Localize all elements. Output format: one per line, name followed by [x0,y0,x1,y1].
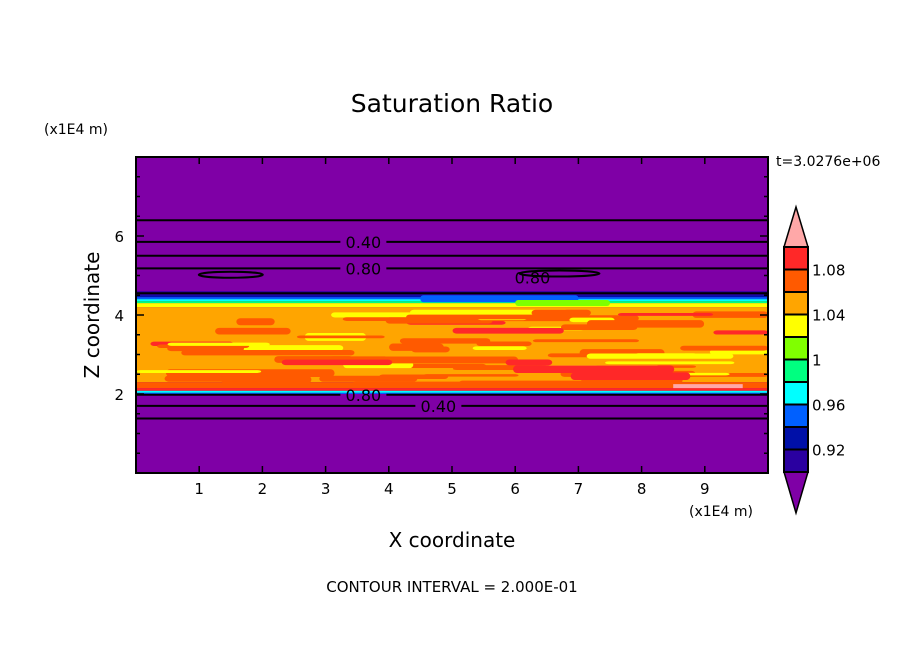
fill-streak [709,349,768,355]
colorbar-label: 1.08 [812,262,845,280]
y-unit-label: (x1E4 m) [44,122,108,138]
colorbar-box [783,336,809,361]
x-tick-label: 9 [700,480,710,498]
x-tick-label: 8 [637,480,647,498]
fill-streak [505,359,553,366]
contour-interval-footer: CONTOUR INTERVAL = 2.000E-01 [326,578,577,596]
colorbar-box [783,313,809,338]
closed-contour [518,269,601,278]
colorbar-box [783,358,809,383]
fill-streak [409,309,570,316]
fill-band [136,390,768,393]
fill-streak [692,311,768,318]
x-tick-label: 2 [258,480,268,498]
plot-area: 0.40 0.80 0.80 0.40 0.80 1 2 3 4 5 6 7 8 9 2 4 6 [114,156,769,498]
colorbar-label: 1 [812,352,822,370]
fill-streak [673,384,743,389]
fill-band [136,392,768,394]
colorbar-box [783,246,809,271]
y-tick-label: 6 [114,228,124,246]
fill-streak [472,346,527,351]
fill-streak [532,339,640,343]
y-tick-label: 2 [114,386,124,404]
fill-streak [352,381,472,387]
y-axis-label: Z coordinate [80,252,104,379]
chart-title: Saturation Ratio [351,89,553,118]
y-tick-label: 4 [114,307,124,325]
fill-streak [634,353,698,358]
fill-streak [617,313,714,316]
x-tick-label: 3 [321,480,331,498]
x-tick-label: 7 [574,480,584,498]
colorbar-label: 0.92 [812,442,845,460]
colorbar: 0.92 0.96 1 1.04 1.08 [782,204,845,516]
colorbar-box [783,268,809,293]
x-tick-label: 5 [447,480,457,498]
fill-streak [181,349,355,356]
fill-streak [167,342,270,346]
fill-streak [342,317,416,321]
fill-band [136,388,768,391]
fill-streak [215,327,291,335]
colorbar-over-triangle [782,204,810,248]
x-tick-label: 4 [384,480,394,498]
fill-streak [236,318,275,326]
time-label: t=3.0276e+06 [776,154,880,170]
fill-streak [513,365,675,373]
fill-streak [136,370,262,373]
contour-label: 0.80 [346,386,382,405]
fill-streak [476,341,532,347]
fill-band [136,303,768,308]
colorbar-box [783,381,809,406]
fill-streak [220,375,312,384]
x-tick-label: 1 [194,480,204,498]
fill-streak [296,335,385,339]
fill-streak [586,320,705,328]
colorbar-box [783,291,809,316]
colorbar-under-triangle [782,471,810,516]
fill-streak [331,312,430,318]
fill-streak [515,299,610,306]
contour-label: 0.80 [515,269,551,288]
fill-streak [458,380,612,388]
colorbar-box [783,448,809,473]
fill-streak [531,309,591,316]
fill-streak [605,361,735,365]
fill-streak [406,314,565,320]
fill-streak [281,359,393,366]
colorbar-box [783,403,809,428]
contour-label: 0.40 [346,233,382,252]
closed-contour [197,270,264,279]
fill-streak [411,346,450,353]
fill-streak [399,338,491,344]
colorbar-label: 1.04 [812,307,845,325]
fill-streak [319,375,418,382]
x-axis-label: X coordinate [389,528,516,552]
x-unit-label: (x1E4 m) [689,504,753,520]
contour-label: 0.40 [421,397,457,416]
colorbar-box [783,426,809,451]
fill-streak [570,372,691,381]
colorbar-label: 0.96 [812,397,845,415]
x-tick-label: 6 [510,480,520,498]
fill-streak [452,327,564,334]
fill-streak [713,330,768,335]
fill-streak [680,345,768,351]
contour-label: 0.80 [346,259,382,278]
